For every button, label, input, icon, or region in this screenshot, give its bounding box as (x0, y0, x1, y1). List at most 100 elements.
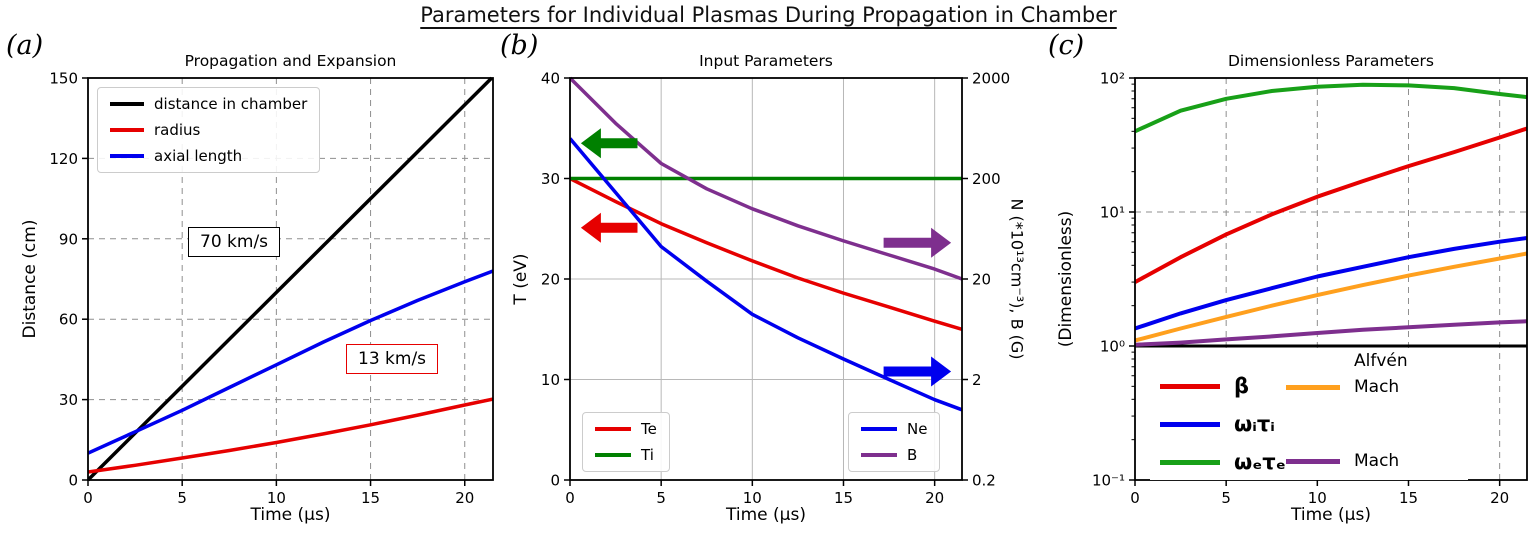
series-mach (1135, 319, 1527, 347)
y-tick-label: 10¹ (1100, 204, 1125, 222)
panel-label-b: (b) (500, 30, 539, 61)
series-axial-length (88, 269, 493, 455)
y-tick-label: 0 (68, 472, 78, 490)
series-B (570, 76, 962, 281)
legend-label-alfven: Alfvén (1354, 351, 1408, 371)
legend-swatch-ne (861, 427, 897, 431)
xlabel-a: Time (μs) (250, 505, 331, 525)
series-group (1135, 82, 1527, 348)
panel-label-c: (c) (1048, 30, 1085, 61)
y-tick-label: 30 (59, 391, 78, 409)
legend-label-ti: Ti (641, 446, 654, 464)
plot-title-c: Dimensionless Parameters (1227, 52, 1435, 70)
x-tick-label: 15 (834, 489, 853, 507)
x-tick-label: 20 (455, 489, 474, 507)
ylabel-b-right: N (*10¹³cm⁻³), B (G) (1007, 198, 1027, 360)
legend-item-radius: radius (110, 121, 307, 139)
legend-label-radius: radius (154, 121, 201, 139)
x-tick-label: 5 (1221, 489, 1231, 507)
arrow-te-left-axis (580, 212, 638, 243)
legend-swatch-omega-i-tau-i (1160, 421, 1220, 427)
x-tick-label: 5 (656, 489, 666, 507)
y-tick-label: 150 (49, 70, 78, 88)
x-tick-label: 0 (565, 489, 575, 507)
legend-swatch-beta (1160, 383, 1220, 389)
legend-label-distance-in-chamber: distance in chamber (154, 95, 308, 113)
legend-label-omega-i-tau-i: ωᵢτᵢ (1234, 412, 1275, 436)
legend-label-axial-length: axial length (154, 147, 243, 165)
x-tick-label: 10 (1308, 489, 1327, 507)
y-tick-label: 10⁻¹ (1092, 472, 1125, 490)
legend-swatch-mach (1286, 458, 1340, 464)
legend-label-mach: Mach (1354, 451, 1400, 471)
series-group (88, 76, 493, 482)
legend-item-alfven-mach: Mach (1286, 377, 1399, 397)
y-tick-label: 20 (541, 271, 560, 289)
axes-spines (87, 77, 494, 481)
x-tick-label: 20 (925, 489, 944, 507)
legend-a: distance in chamber radius axial length (97, 87, 321, 173)
y-tick-label: 40 (541, 70, 560, 88)
y-tick-label: 10 (541, 371, 560, 389)
legend-item-mach: Mach (1286, 451, 1399, 471)
x-tick-label: 0 (1130, 489, 1140, 507)
axes-spines (1134, 77, 1528, 481)
legend-item-omega-i-tau-i: ωᵢτᵢ (1160, 412, 1275, 436)
arrow-ti-left-axis (580, 128, 638, 159)
xlabel-c: Time (μs) (1291, 505, 1371, 525)
series-Te (570, 176, 962, 331)
legend-swatch-axial-length (110, 154, 144, 158)
legend-item-b-field: B (861, 446, 927, 464)
x-tick-label: 15 (361, 489, 380, 507)
legend-label-alfven-mach: Mach (1354, 377, 1400, 397)
legend-swatch-te (595, 427, 631, 431)
legend-b-density-field: Ne B (848, 412, 941, 472)
series-alfven-mach (1135, 251, 1527, 343)
y-tick-label: 60 (59, 311, 78, 329)
y2-tick-label: 0.2 (972, 472, 996, 490)
arrow-ne-right-axis (883, 356, 952, 387)
x-tick-label: 5 (177, 489, 187, 507)
legend-item-axial-length: axial length (110, 147, 307, 165)
x-tick-label: 15 (1399, 489, 1418, 507)
y2-tick-label: 20 (972, 271, 991, 289)
annotation-13-kms: 13 km/s (346, 344, 439, 374)
legend-label-te: Te (641, 420, 657, 438)
y-tick-label: 10⁰ (1100, 338, 1125, 356)
y2-tick-label: 2000 (972, 70, 1010, 88)
legend-swatch-alfven-mach (1286, 384, 1340, 390)
legend-swatch-omega-e-tau-e (1160, 459, 1220, 465)
legend-swatch-b-field (861, 453, 897, 457)
series-distance-in-chamber (88, 76, 493, 482)
y-tick-label: 90 (59, 230, 78, 248)
x-tick-label: 20 (1490, 489, 1509, 507)
series-radius (88, 397, 493, 474)
y-tick-label: 120 (49, 150, 78, 168)
legend-swatch-ti (595, 453, 631, 457)
ylabel-b-left: T (eV) (511, 253, 531, 305)
arrow-b-right-axis (883, 227, 952, 258)
y2-tick-label: 2 (972, 371, 982, 389)
series-group (570, 76, 962, 412)
series-omega-e-tau-e (1135, 82, 1527, 134)
plot-title-b: Input Parameters (699, 52, 833, 70)
legend-item-ne: Ne (861, 420, 927, 438)
plot-panel-c: 0 5 10 15 20 10² 10¹ 10⁰ 10⁻¹ (1092, 70, 1528, 507)
ylabel-a: Distance (cm) (20, 219, 40, 339)
legend-label-beta: β (1234, 374, 1250, 398)
legend-swatch-radius (110, 128, 144, 132)
legend-b-temperatures: Te Ti (582, 412, 670, 472)
legend-label-omega-e-tau-e: ωₑτₑ (1234, 450, 1286, 474)
legend-label-b-field: B (907, 446, 918, 464)
y-tick-label: 0 (550, 472, 560, 490)
annotation-70-kms: 70 km/s (188, 227, 281, 257)
y2-tick-label: 200 (972, 170, 1001, 188)
xlabel-b: Time (μs) (726, 505, 806, 525)
plot-panel-a: 0 5 10 15 20 0 30 60 90 120 150 (49, 70, 494, 507)
y-tick-label: 10² (1100, 70, 1125, 88)
series-omega-i-tau-i (1135, 236, 1527, 331)
legend-swatch-distance-in-chamber (110, 102, 144, 106)
